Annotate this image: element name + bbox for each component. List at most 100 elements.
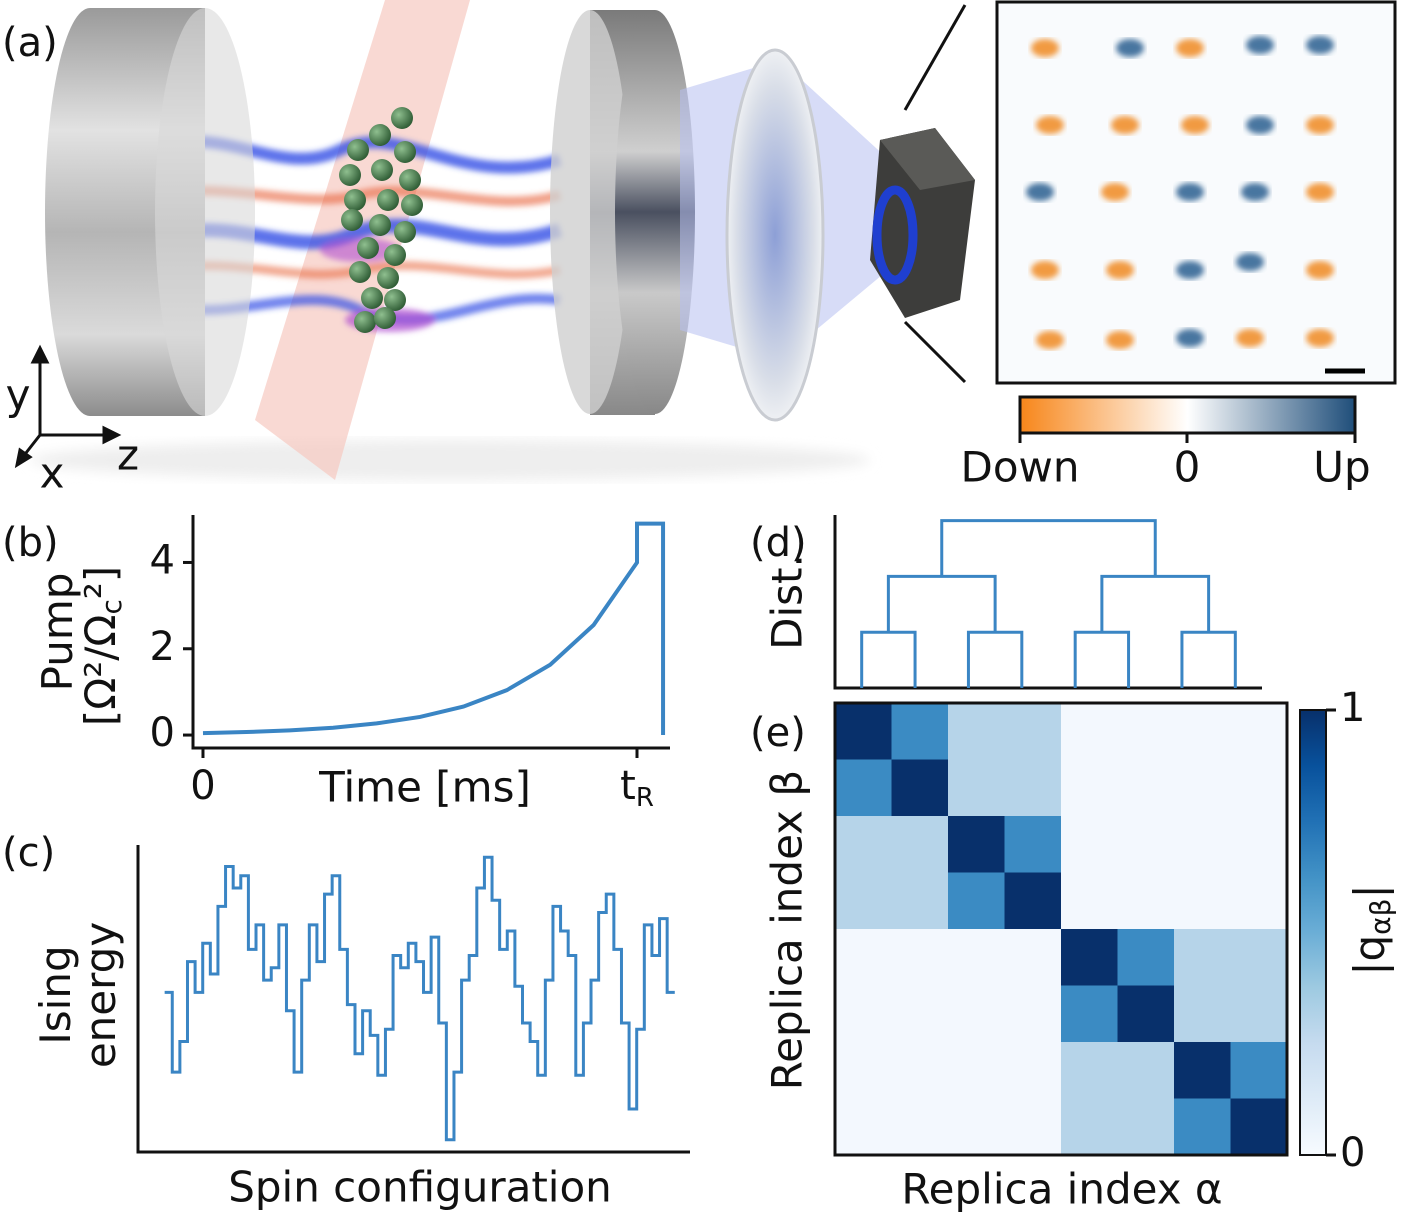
atom [344, 189, 366, 211]
heatmap-cell [948, 872, 1005, 930]
heatmap-cell [835, 872, 892, 930]
heatmap-cell [948, 703, 1005, 760]
energy-step-line [164, 855, 675, 1142]
heatmap-cell [1174, 816, 1231, 873]
heatmap-cell [1117, 703, 1175, 760]
heatmap-cell [835, 1042, 892, 1099]
zoom-line [903, 320, 967, 384]
pattern-blob [1106, 331, 1134, 349]
pattern-blob [1101, 183, 1129, 201]
heatmap-cell [1061, 872, 1118, 930]
heatmap-cell [1230, 816, 1288, 873]
pattern-blob [1031, 39, 1059, 57]
heatmap-cell [835, 703, 892, 760]
zoom-line [903, 4, 967, 111]
mirror-right-face [550, 10, 630, 414]
heatmap-cell [1174, 985, 1231, 1043]
x-tick-label: tR [620, 763, 654, 813]
camera-aperture [872, 185, 918, 285]
pattern-blob [1176, 183, 1204, 201]
dendrogram-link [1180, 630, 1237, 688]
heatmap-cell [1230, 703, 1288, 760]
pattern-blob [1031, 261, 1059, 279]
heatmap-cell [948, 1098, 1005, 1156]
label-part: αβ [1364, 899, 1397, 935]
pattern-blob [1246, 116, 1274, 134]
dendrogram-link [860, 630, 917, 688]
colorbar-label: Up [1313, 443, 1370, 492]
axis-spine [191, 515, 670, 750]
label-part: [Ω²/Ω [76, 615, 125, 727]
atom [401, 194, 423, 216]
panel-label: (a) [2, 20, 58, 66]
heatmap-cell [835, 816, 892, 873]
heatmap-cell [835, 759, 892, 817]
heatmap-cell [1061, 816, 1118, 873]
atom [357, 237, 379, 259]
dendrogram-link [1073, 630, 1131, 688]
heatmap-cell [891, 1098, 949, 1156]
pattern-blob [1106, 261, 1134, 279]
heatmap-cell [1230, 929, 1288, 986]
heatmap-cell [1230, 872, 1288, 930]
panel-label: (d) [750, 520, 807, 566]
pattern-colorbar [1018, 395, 1357, 435]
heatmap-cell [1004, 985, 1062, 1043]
mirror-right-back [615, 10, 695, 414]
atom [371, 159, 393, 181]
heatmap-cell [948, 816, 1005, 873]
heatmap-cell [891, 872, 949, 930]
heatmap-cell [1117, 816, 1175, 873]
axis-spine [136, 845, 690, 1154]
colorbar-label: |qαβ| [1345, 884, 1398, 975]
heatmap-cell [891, 816, 949, 873]
panel-label: (e) [750, 710, 806, 756]
atom [391, 107, 413, 129]
atom [377, 189, 399, 211]
label-part: | [1345, 884, 1394, 898]
camera-top [880, 128, 975, 190]
heatmap-cell [1117, 872, 1175, 930]
heatmap-cell [1004, 816, 1062, 873]
heatmap-cell [948, 985, 1005, 1043]
y-axis-label: Dist. [763, 554, 812, 650]
atom [394, 221, 416, 243]
x-axis-label: Spin configuration [228, 1163, 612, 1212]
heatmap-cell [1174, 929, 1231, 986]
pattern-blob [1111, 116, 1139, 134]
heatmap-frame [833, 701, 1289, 1157]
heatmap-cell [1004, 1042, 1062, 1099]
heatmap-cell [1117, 1098, 1175, 1156]
heatmap-cell [948, 1042, 1005, 1099]
heatmap-cell [1004, 929, 1062, 986]
heatmap-cell [1174, 1042, 1231, 1099]
heatmap-cell [948, 929, 1005, 986]
atom [361, 287, 383, 309]
dendrogram-link [940, 519, 1157, 577]
heatmap-cell [1061, 1042, 1118, 1099]
heatmap-cell [1230, 985, 1288, 1043]
heatmap-cell [1061, 759, 1118, 817]
setup-illustration: Down 0 Up y z x (a) [2, 0, 1397, 498]
pattern-blobs [1026, 36, 1334, 349]
atom [399, 169, 421, 191]
atom [369, 214, 391, 236]
atom [349, 261, 371, 283]
y-axis-label: Isingenergy [31, 922, 125, 1068]
colorbar-label: 0 [1174, 443, 1201, 492]
label-part: c [95, 599, 128, 614]
panel-label: (b) [2, 520, 59, 566]
heatmap-cell [1061, 703, 1118, 760]
colorbar-label: Down [960, 443, 1079, 492]
atom [347, 139, 369, 161]
axis-y-label: y [6, 371, 31, 420]
pattern-blob [1236, 253, 1264, 271]
pattern-blob [1176, 329, 1204, 347]
colorbar [1299, 709, 1327, 1156]
shadow [30, 440, 870, 480]
label-part: Pump [33, 573, 82, 692]
colorbar-tick-label: 1 [1340, 685, 1365, 731]
label-part: ²] [76, 566, 125, 599]
